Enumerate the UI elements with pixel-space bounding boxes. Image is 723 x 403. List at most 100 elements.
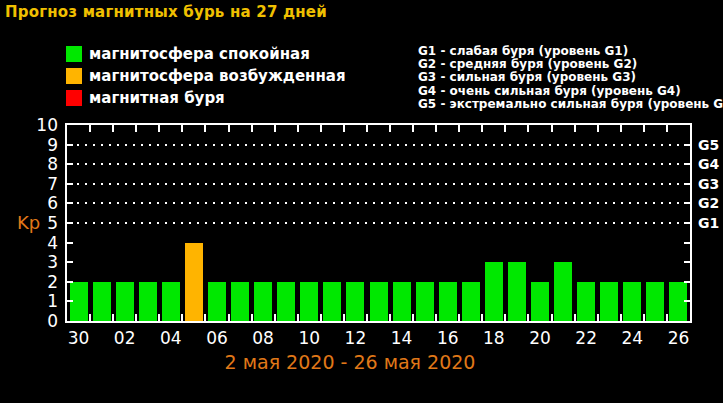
bar-day-11 bbox=[323, 282, 341, 321]
x-axis-tick bbox=[204, 314, 206, 321]
y-axis-tick-label-5: 5 bbox=[0, 214, 58, 232]
x-axis-tick bbox=[597, 314, 599, 321]
x-axis-tick bbox=[551, 314, 553, 321]
x-axis-tick bbox=[643, 314, 645, 321]
x-axis-tick bbox=[412, 125, 414, 132]
y-axis-tick bbox=[684, 261, 690, 263]
x-axis-tick-label-26: 26 bbox=[656, 328, 700, 348]
bar-day-13 bbox=[370, 282, 388, 321]
x-axis-tick bbox=[320, 125, 322, 132]
legend-item-quiet: магнитосфера спокойная bbox=[66, 46, 346, 62]
x-axis-tick bbox=[435, 314, 437, 321]
x-axis-tick bbox=[228, 125, 230, 132]
bar-day-20 bbox=[531, 282, 549, 321]
y-axis-tick-label-0: 0 bbox=[0, 312, 58, 330]
x-axis-tick bbox=[274, 314, 276, 321]
y-axis-tick bbox=[684, 281, 690, 283]
y-axis-tick-label-8: 8 bbox=[0, 155, 58, 173]
y-axis-tick bbox=[684, 222, 690, 224]
legend-swatch-storm bbox=[66, 90, 82, 106]
right-axis-label-g3: G3 bbox=[698, 176, 719, 192]
y-axis-tick bbox=[684, 202, 690, 204]
y-axis-tick bbox=[67, 144, 73, 146]
x-axis-tick bbox=[551, 125, 553, 132]
x-axis-tick bbox=[89, 125, 91, 132]
legend: магнитосфера спокойнаямагнитосфера возбу… bbox=[66, 46, 346, 112]
y-axis-tick-label-2: 2 bbox=[0, 273, 58, 291]
x-axis-tick bbox=[458, 125, 460, 132]
y-axis-tick bbox=[67, 222, 73, 224]
legend-label-storm: магнитная буря bbox=[89, 89, 225, 107]
x-axis-tick bbox=[181, 314, 183, 321]
x-axis-tick bbox=[274, 125, 276, 132]
bar-day-04 bbox=[162, 282, 180, 321]
date-range-caption: 2 мая 2020 - 26 мая 2020 bbox=[0, 351, 700, 373]
y-axis-tick-label-7: 7 bbox=[0, 175, 58, 193]
y-axis-tick-label-6: 6 bbox=[0, 194, 58, 212]
bar-day-08 bbox=[254, 282, 272, 321]
y-axis-tick-label-10: 10 bbox=[0, 116, 58, 134]
x-axis-tick bbox=[89, 314, 91, 321]
bar-day-05 bbox=[185, 243, 203, 321]
x-axis-tick bbox=[481, 125, 483, 132]
x-axis-tick bbox=[504, 125, 506, 132]
x-axis-tick bbox=[343, 125, 345, 132]
x-axis-tick-label-16: 16 bbox=[426, 328, 470, 348]
x-axis-tick bbox=[297, 314, 299, 321]
right-axis-label-g2: G2 bbox=[698, 195, 719, 211]
x-axis-tick bbox=[112, 314, 114, 321]
legend-swatch-excited bbox=[66, 68, 82, 84]
bar-day-22 bbox=[577, 282, 595, 321]
bar-day-23 bbox=[600, 282, 618, 321]
bar-day-01 bbox=[93, 282, 111, 321]
x-axis-tick-label-22: 22 bbox=[564, 328, 608, 348]
x-axis-tick-label-04: 04 bbox=[149, 328, 193, 348]
plot-area bbox=[65, 123, 692, 323]
bar-day-25 bbox=[646, 282, 664, 321]
x-axis-tick bbox=[620, 125, 622, 132]
y-axis-tick bbox=[67, 183, 73, 185]
x-axis-tick-label-12: 12 bbox=[333, 328, 377, 348]
y-axis-tick-label-3: 3 bbox=[0, 253, 58, 271]
x-axis-tick bbox=[181, 125, 183, 132]
bar-day-14 bbox=[393, 282, 411, 321]
bar-day-24 bbox=[623, 282, 641, 321]
x-axis-tick bbox=[366, 125, 368, 132]
x-axis-tick-label-02: 02 bbox=[103, 328, 147, 348]
bar-day-19 bbox=[508, 262, 526, 321]
x-axis-tick-label-06: 06 bbox=[195, 328, 239, 348]
x-axis-tick bbox=[666, 314, 668, 321]
bar-day-17 bbox=[462, 282, 480, 321]
x-axis-tick bbox=[251, 314, 253, 321]
right-axis-label-g4: G4 bbox=[698, 156, 719, 172]
right-axis-label-g5: G5 bbox=[698, 137, 719, 153]
x-axis-tick bbox=[135, 314, 137, 321]
x-axis-tick bbox=[597, 125, 599, 132]
x-axis-tick bbox=[574, 314, 576, 321]
y-axis-tick bbox=[67, 242, 73, 244]
x-axis-tick bbox=[158, 125, 160, 132]
storm-level-description-g4: G4 - очень сильная буря (уровень G4) bbox=[418, 85, 723, 98]
bar-day-02 bbox=[116, 282, 134, 321]
y-axis-tick bbox=[67, 281, 73, 283]
bar-day-18 bbox=[485, 262, 503, 321]
x-axis-tick-label-10: 10 bbox=[287, 328, 331, 348]
right-axis-label-g1: G1 bbox=[698, 215, 719, 231]
y-axis-tick bbox=[67, 163, 73, 165]
page-title: Прогноз магнитных бурь на 27 дней bbox=[5, 3, 327, 21]
bar-day-10 bbox=[300, 282, 318, 321]
legend-item-storm: магнитная буря bbox=[66, 90, 346, 106]
x-axis-tick bbox=[228, 314, 230, 321]
y-axis-tick bbox=[684, 163, 690, 165]
gridline-level-5 bbox=[69, 222, 688, 224]
bar-day-16 bbox=[439, 282, 457, 321]
gridline-level-8 bbox=[69, 163, 688, 165]
x-axis-tick bbox=[643, 125, 645, 132]
bar-day-07 bbox=[231, 282, 249, 321]
y-axis-tick-label-9: 9 bbox=[0, 136, 58, 154]
magnetic-storm-forecast-page: Прогноз магнитных бурь на 27 дней магнит… bbox=[0, 0, 723, 403]
y-axis-tick-label-1: 1 bbox=[0, 292, 58, 310]
x-axis-tick bbox=[251, 125, 253, 132]
x-axis-tick bbox=[458, 314, 460, 321]
y-axis-tick bbox=[684, 242, 690, 244]
